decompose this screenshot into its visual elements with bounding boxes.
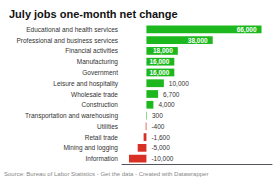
- svg-text:38,000: 38,000: [188, 37, 208, 45]
- svg-text:-10,000: -10,000: [151, 155, 173, 162]
- svg-text:4,000: 4,000: [158, 101, 175, 108]
- svg-text:16,000: 16,000: [149, 69, 169, 77]
- svg-text:-5,000: -5,000: [151, 144, 170, 151]
- svg-text:66,000: 66,000: [237, 26, 257, 34]
- svg-text:Wholesale trade: Wholesale trade: [71, 91, 118, 98]
- svg-text:300: 300: [152, 112, 163, 119]
- svg-text:Financial activities: Financial activities: [65, 47, 118, 54]
- svg-text:Transportation and warehousing: Transportation and warehousing: [25, 112, 118, 120]
- svg-text:Information: Information: [85, 155, 118, 162]
- svg-text:-1,600: -1,600: [151, 134, 170, 141]
- svg-text:Manufacturing: Manufacturing: [77, 58, 119, 66]
- svg-text:Retail trade: Retail trade: [85, 134, 119, 141]
- svg-text:Government: Government: [82, 69, 118, 76]
- svg-text:Mining and logging: Mining and logging: [63, 144, 118, 152]
- svg-text:16,000: 16,000: [149, 58, 169, 66]
- svg-text:Educational and health service: Educational and health services: [26, 26, 119, 33]
- svg-text:Construction: Construction: [82, 101, 119, 108]
- svg-text:Source: Bureau of Labor Statis: Source: Bureau of Labor Statistics - Get…: [4, 171, 208, 177]
- svg-text:6,700: 6,700: [163, 91, 180, 98]
- svg-text:Professional and business serv: Professional and business services: [16, 37, 118, 44]
- svg-text:-400: -400: [151, 123, 164, 130]
- svg-text:July jobs one-month net change: July jobs one-month net change: [9, 8, 178, 20]
- svg-text:Leisure and hospitality: Leisure and hospitality: [53, 80, 118, 88]
- svg-text:Utilities: Utilities: [97, 123, 119, 130]
- svg-text:10,000: 10,000: [169, 80, 189, 87]
- svg-text:18,000: 18,000: [153, 47, 173, 55]
